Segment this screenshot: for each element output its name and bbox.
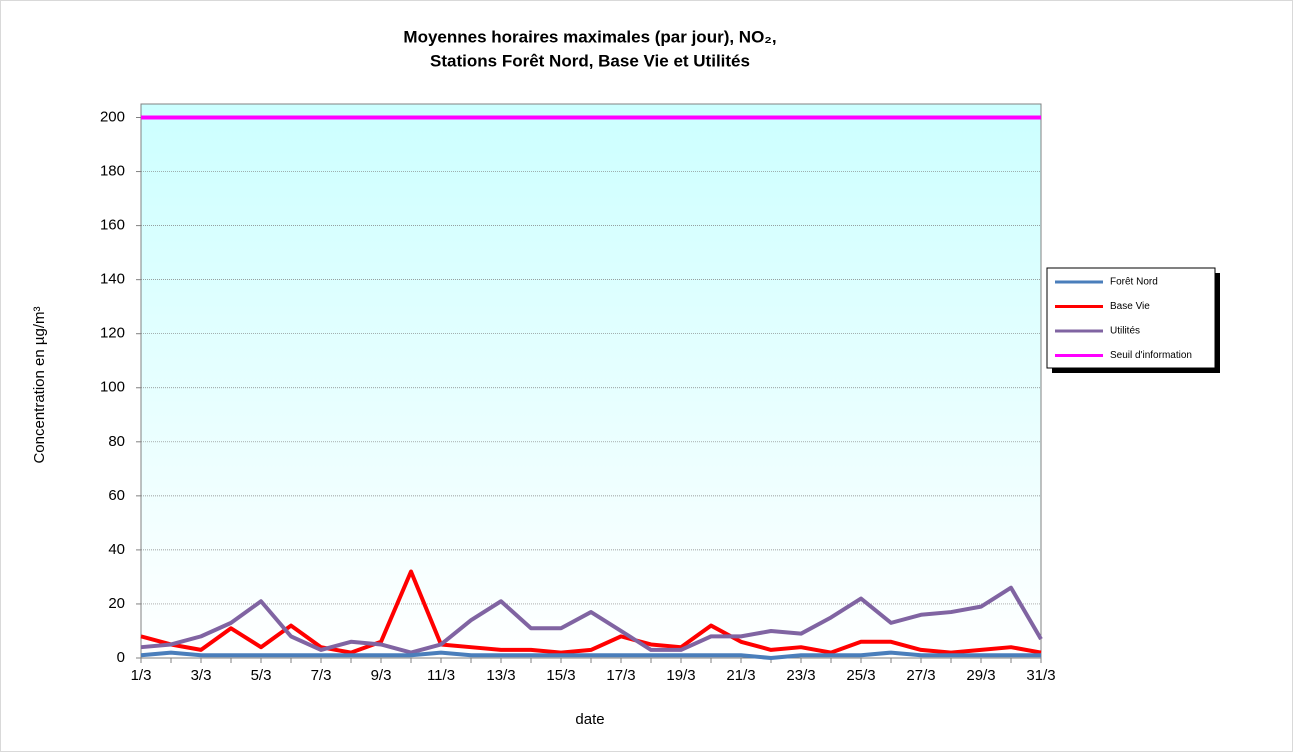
x-tick-label: 19/3 — [666, 667, 695, 684]
y-tick-label: 180 — [100, 163, 125, 180]
x-tick-label: 17/3 — [606, 667, 635, 684]
chart-title: Stations Forêt Nord, Base Vie et Utilité… — [430, 51, 750, 70]
legend — [1046, 267, 1216, 369]
y-tick-label: 200 — [100, 108, 125, 125]
y-tick-label: 120 — [100, 325, 125, 342]
x-tick-label: 5/3 — [251, 667, 272, 684]
legend-label: Utilités — [1110, 326, 1140, 337]
x-tick-label: 15/3 — [546, 667, 575, 684]
x-tick-label: 31/3 — [1026, 667, 1055, 684]
y-tick-label: 0 — [117, 649, 125, 666]
x-tick-label: 25/3 — [846, 667, 875, 684]
plot-area — [140, 103, 1042, 659]
series-line — [140, 650, 1041, 660]
y-tick-label: 80 — [108, 433, 125, 450]
x-tick-label: 9/3 — [371, 667, 392, 684]
y-tick-label: 100 — [100, 379, 125, 396]
y-axis-title: Concentration en µg/m³ — [31, 306, 48, 463]
x-tick-label: 23/3 — [786, 667, 815, 684]
x-tick-label: 7/3 — [311, 667, 332, 684]
legend-label: Forêt Nord — [1110, 277, 1158, 288]
y-tick-label: 140 — [100, 271, 125, 288]
x-tick-label: 11/3 — [427, 667, 455, 684]
series-line — [140, 585, 1043, 655]
y-tick-label: 60 — [108, 487, 125, 504]
x-tick-label: 13/3 — [486, 667, 515, 684]
x-tick-label: 21/3 — [726, 667, 755, 684]
x-tick-label: 27/3 — [906, 667, 935, 684]
legend-label: Base Vie — [1110, 301, 1150, 312]
legend-label: Seuil d'information — [1110, 350, 1192, 361]
series-line — [140, 569, 1042, 655]
x-tick-label: 1/3 — [131, 667, 152, 684]
x-tick-label: 29/3 — [966, 667, 995, 684]
y-tick-label: 160 — [100, 217, 125, 234]
chart-title: Moyennes horaires maximales (par jour), … — [403, 27, 776, 46]
y-tick-label: 20 — [108, 595, 125, 612]
x-axis-title: date — [575, 711, 604, 728]
y-tick-label: 40 — [108, 541, 125, 558]
x-tick-label: 3/3 — [191, 667, 212, 684]
